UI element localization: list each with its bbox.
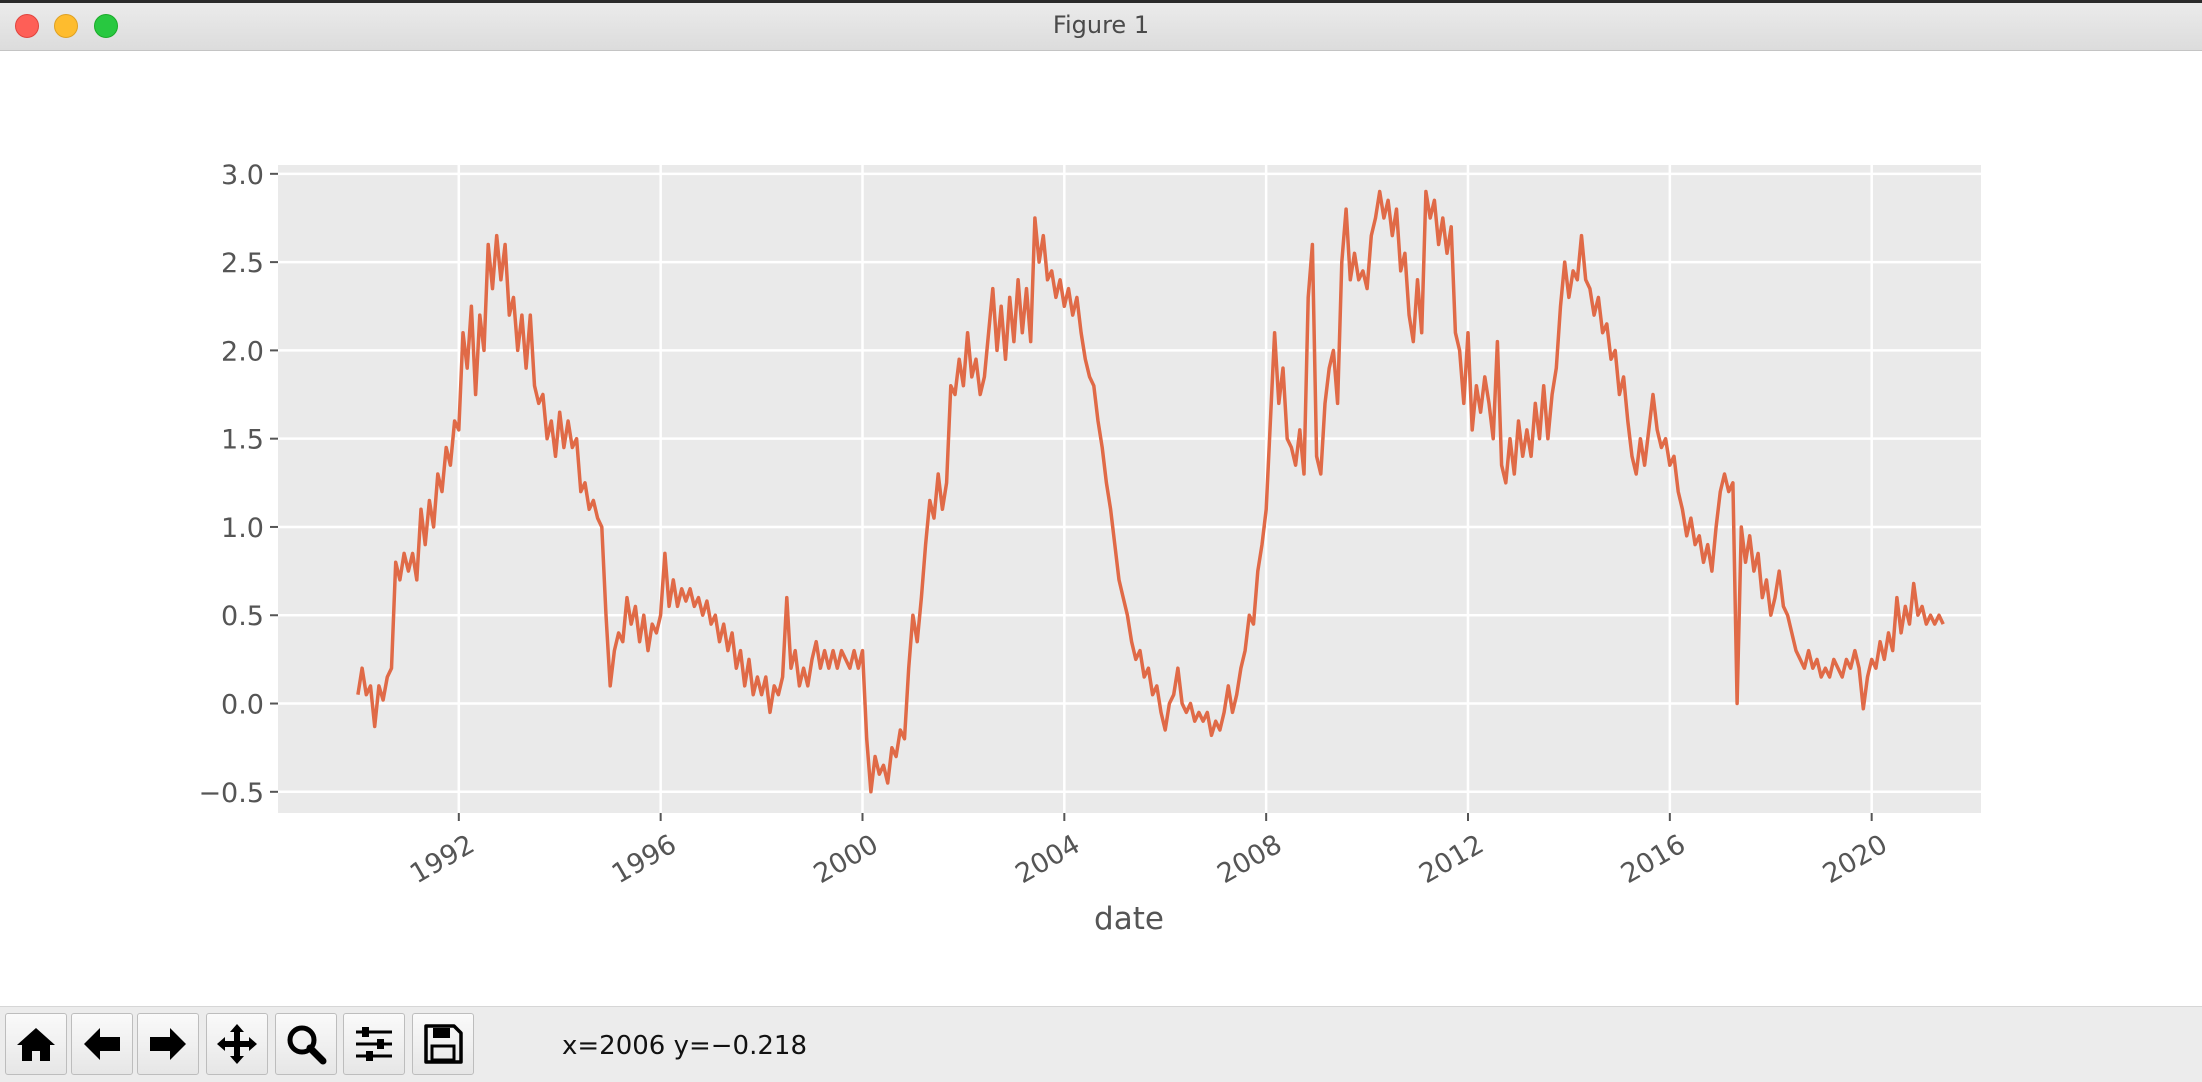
x-tick-label: 1996 — [607, 829, 682, 890]
x-axis-label: date — [1094, 901, 1164, 937]
figure-canvas[interactable]: −0.5 0.0 0.5 1.0 1.5 2.0 2.5 3.0 1992 1996 2000 20… — [0, 52, 2202, 1006]
x-tick-label: 2020 — [1818, 829, 1893, 890]
x-tick-label: 2004 — [1010, 829, 1085, 890]
configure-subplots-button[interactable] — [343, 1013, 405, 1075]
arrow-left-icon — [84, 1028, 120, 1060]
cursor-coordinates: x=2006 y=−0.218 — [562, 1031, 807, 1061]
forward-button[interactable] — [137, 1013, 199, 1075]
home-button[interactable] — [5, 1013, 67, 1075]
window-title: Figure 1 — [1052, 11, 1150, 39]
save-button[interactable] — [412, 1013, 474, 1075]
x-tick-labels: 1992 1996 2000 2004 2008 2012 2016 2020 — [405, 813, 1893, 890]
back-button[interactable] — [71, 1013, 133, 1075]
y-tick-label: 1.0 — [221, 513, 264, 544]
close-window-button[interactable] — [15, 14, 39, 38]
x-tick-label: 2012 — [1414, 829, 1489, 890]
y-tick-labels: −0.5 0.0 0.5 1.0 1.5 2.0 2.5 3.0 — [198, 160, 278, 809]
y-tick-label: 2.5 — [221, 248, 264, 279]
series-line — [356, 189, 1945, 794]
x-tick-label: 2008 — [1212, 829, 1287, 890]
titlebar-top-edge — [0, 0, 2202, 3]
minimize-window-button[interactable] — [54, 14, 78, 38]
home-icon — [17, 1028, 55, 1061]
y-tick-label: 3.0 — [221, 160, 264, 191]
zoom-window-button[interactable] — [94, 14, 118, 38]
zoom-button[interactable] — [275, 1013, 337, 1075]
y-tick-label: 0.0 — [221, 690, 264, 721]
arrow-right-icon — [150, 1028, 186, 1060]
magnifier-icon — [287, 1025, 327, 1065]
x-tick-label: 1992 — [405, 829, 480, 890]
window-titlebar: Figure 1 — [0, 0, 2202, 51]
axes-background — [278, 165, 1981, 813]
floppy-disk-icon — [424, 1024, 463, 1064]
pan-button[interactable] — [206, 1013, 268, 1075]
sliders-icon — [356, 1027, 392, 1061]
x-tick-label: 2016 — [1616, 829, 1691, 890]
y-tick-label: −0.5 — [198, 778, 264, 809]
y-tick-label: 2.0 — [221, 336, 264, 367]
y-tick-label: 1.5 — [221, 425, 264, 456]
x-tick-label: 2000 — [809, 829, 884, 890]
y-tick-label: 0.5 — [221, 601, 264, 632]
navigation-toolbar: x=2006 y=−0.218 — [0, 1006, 2202, 1082]
move-icon — [217, 1024, 257, 1064]
